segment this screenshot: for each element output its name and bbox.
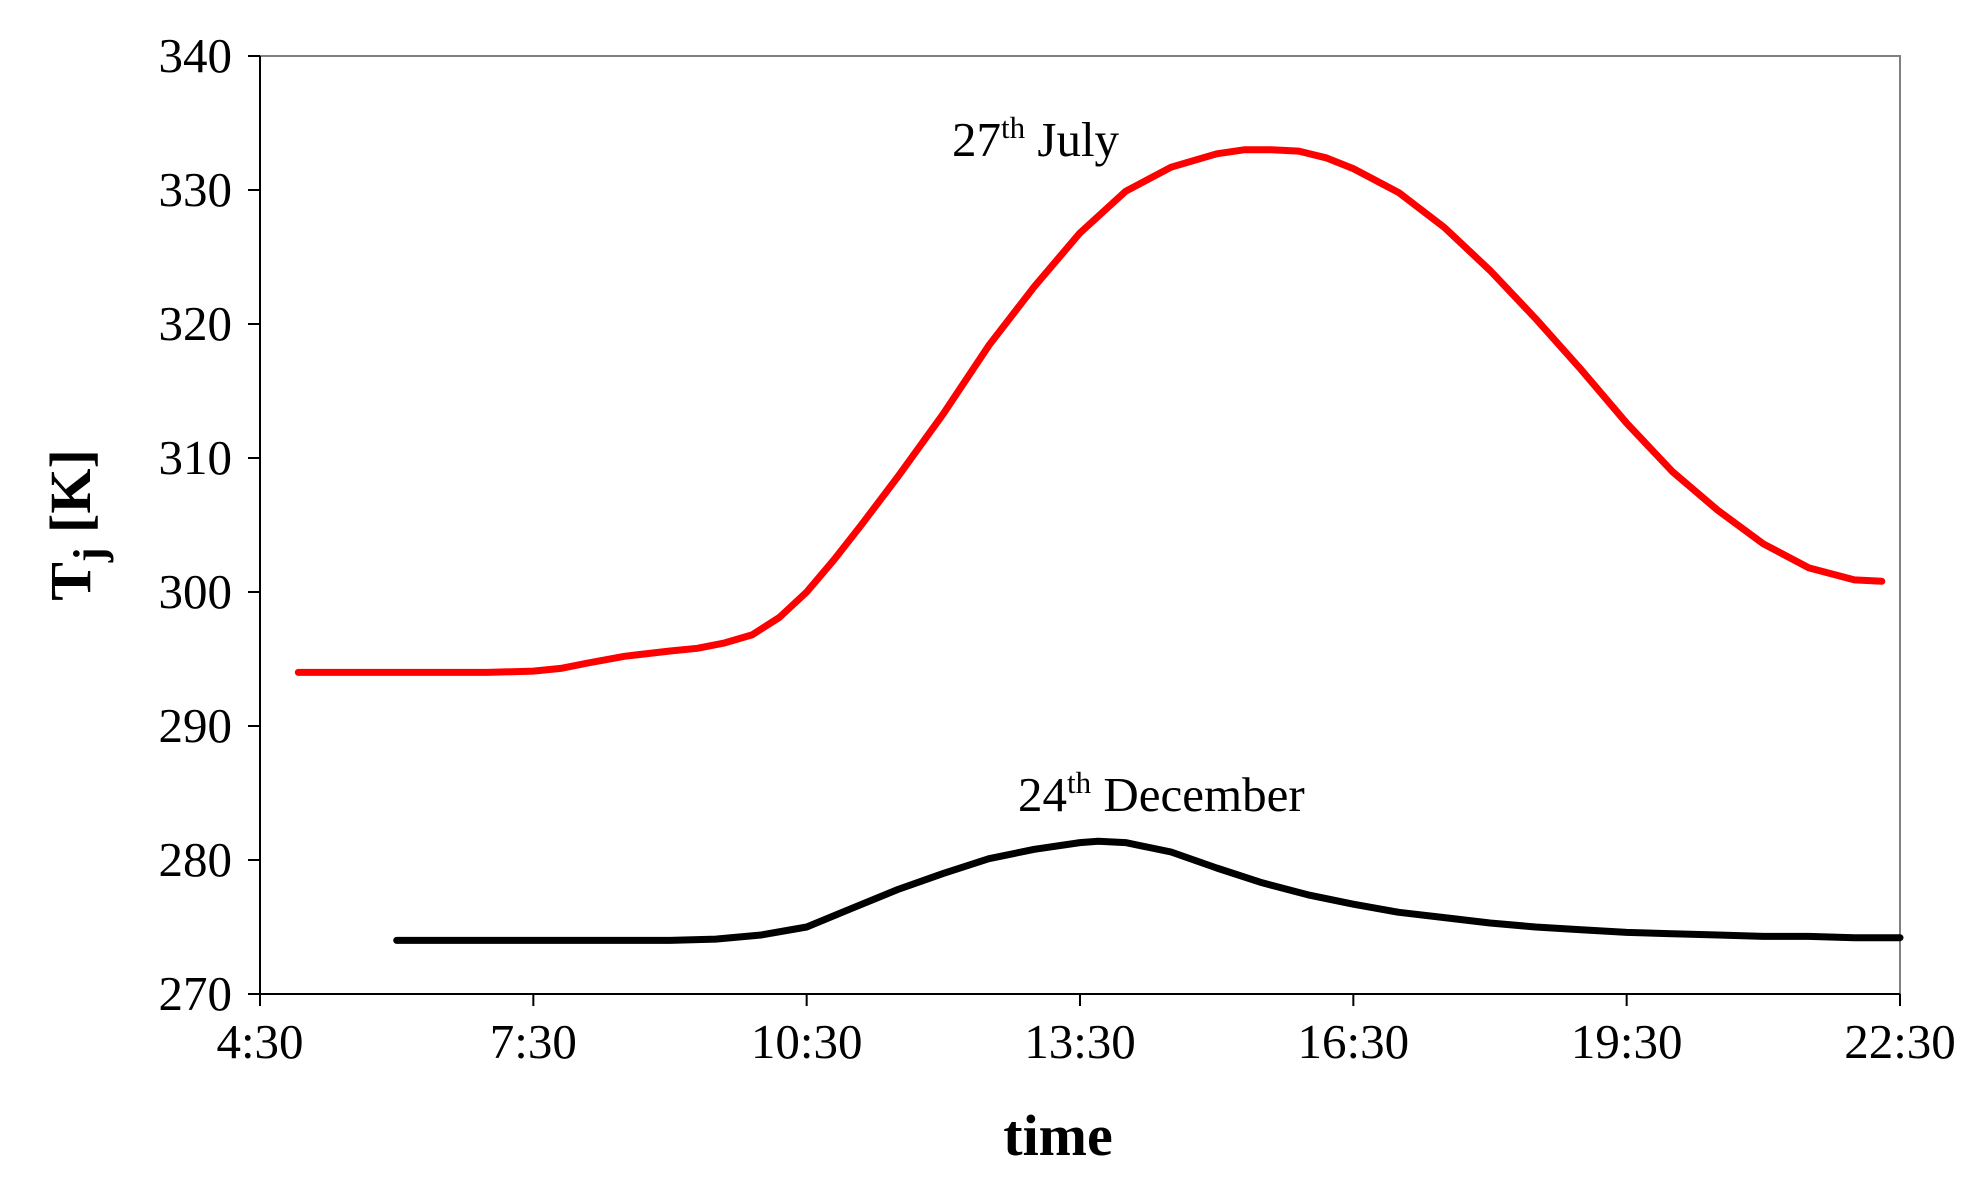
- annotation-july-rest: July: [1025, 112, 1119, 167]
- annotation-december-sup: th: [1067, 765, 1092, 800]
- annotation-december-rest: December: [1091, 767, 1305, 822]
- annotation-july: 27th July: [952, 110, 1120, 167]
- y-tick-label: 310: [159, 430, 233, 485]
- y-axis-title-sub: j: [65, 547, 114, 563]
- x-tick-label: 22:30: [1844, 1014, 1956, 1069]
- y-tick-label: 320: [159, 296, 233, 351]
- x-tick-label: 13:30: [1024, 1014, 1136, 1069]
- annotation-december-num: 24: [1018, 767, 1067, 822]
- y-tick-label: 300: [159, 564, 233, 619]
- x-tick-label: 10:30: [751, 1014, 863, 1069]
- y-tick-label: 270: [159, 966, 233, 1021]
- y-tick-label: 330: [159, 162, 233, 217]
- y-axis-title: Tj [K]: [38, 449, 114, 601]
- x-axis-ticks: 4:30 7:30 10:30 13:30 16:30 19:30 22:30: [216, 994, 1956, 1069]
- y-tick-label: 290: [159, 698, 233, 753]
- x-tick-label: 7:30: [490, 1014, 577, 1069]
- y-axis-title-main: T: [38, 562, 103, 601]
- y-tick-label: 340: [159, 28, 233, 83]
- x-axis-title: time: [1003, 1103, 1113, 1168]
- y-tick-label: 280: [159, 832, 233, 887]
- series-line-december: [393, 837, 1904, 944]
- annotation-december: 24th December: [1018, 765, 1305, 822]
- plot-area: [259, 55, 1901, 995]
- x-tick-label: 4:30: [216, 1014, 303, 1069]
- series-layer: [294, 146, 1904, 944]
- annotation-july-num: 27: [952, 112, 1001, 167]
- series-line-july: [294, 146, 1886, 676]
- x-tick-label: 16:30: [1298, 1014, 1410, 1069]
- x-tick-label: 19:30: [1571, 1014, 1683, 1069]
- y-axis-title-unit: [K]: [38, 449, 103, 547]
- annotation-july-sup: th: [1001, 110, 1026, 145]
- y-axis-ticks: 270 280 290 300 310 320 330 340: [159, 28, 260, 1021]
